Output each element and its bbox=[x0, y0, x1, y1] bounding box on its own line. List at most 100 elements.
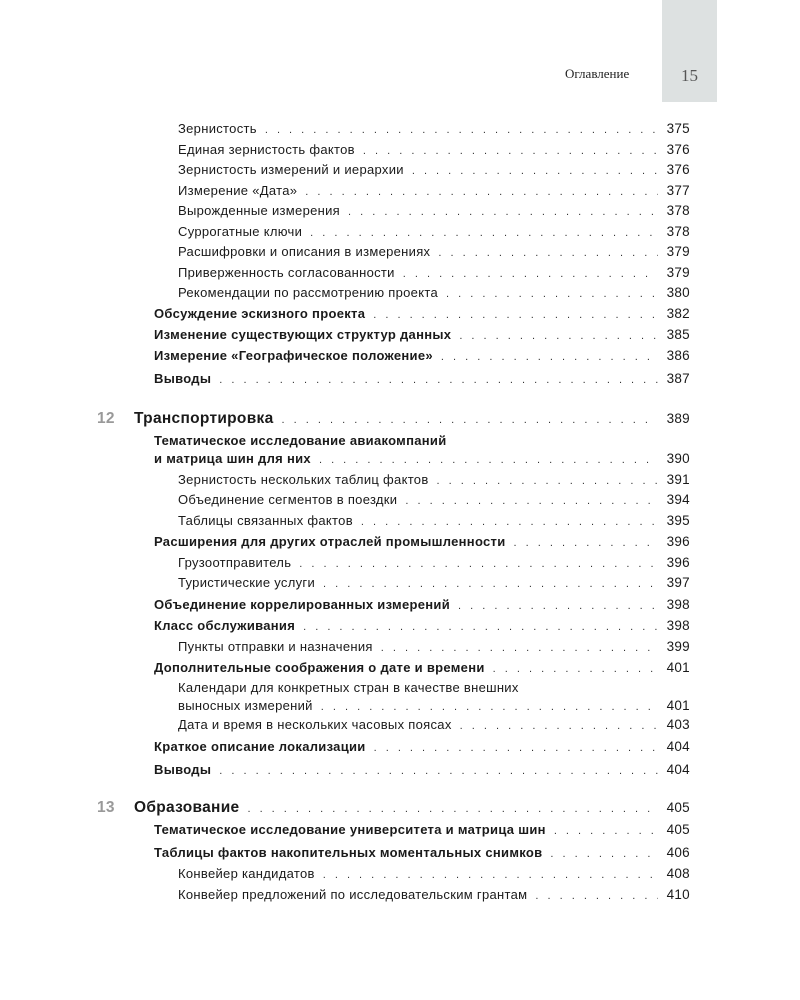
toc-entry[interactable]: Класс обслуживания . . . . . . . . . . . … bbox=[154, 617, 690, 636]
entry-title: Конвейер кандидатов bbox=[178, 866, 315, 881]
toc-entry[interactable]: Объединение сегментов в поездки . . . . .… bbox=[178, 491, 690, 510]
toc-entry[interactable]: Зернистость нескольких таблиц фактов . . … bbox=[178, 471, 690, 490]
entry-title: Зернистость bbox=[178, 121, 257, 136]
toc-entry[interactable]: Обсуждение эскизного проекта . . . . . . … bbox=[154, 305, 690, 324]
entry-page-number: 408 bbox=[666, 866, 690, 881]
toc-entry[interactable]: Единая зернистость фактов . . . . . . . .… bbox=[178, 141, 690, 160]
chapter-number: 13 bbox=[97, 799, 115, 816]
entry-title: Туристические услуги bbox=[178, 575, 316, 590]
toc-entry[interactable]: Календари для конкретных стран в качеств… bbox=[178, 680, 690, 716]
entry-title: Расширения для других отраслей промышлен… bbox=[154, 534, 506, 549]
dot-leader: . . . . . . . . . . . . . . . . . . . . … bbox=[348, 206, 658, 218]
entry-page-number: 376 bbox=[666, 142, 690, 157]
dot-leader: . . . . . . . . . . . . . . . . . . . . … bbox=[405, 495, 658, 507]
entry-title: Суррогатные ключи bbox=[178, 224, 303, 239]
dot-leader: . . . . . . . . . . . . . . . . . . . . … bbox=[513, 537, 658, 549]
toc-entry[interactable]: Конвейер кандидатов . . . . . . . . . . .… bbox=[178, 865, 690, 884]
toc-entry[interactable]: Расширения для других отраслей промышлен… bbox=[154, 533, 690, 552]
entry-page-number: 403 bbox=[666, 717, 690, 732]
dot-leader: . . . . . . . . . . . . . . . . . . . . … bbox=[310, 227, 658, 239]
entry-page-number: 399 bbox=[666, 639, 690, 654]
toc-entry[interactable]: Краткое описание локализации . . . . . . … bbox=[154, 738, 690, 757]
entry-title: Зернистость измерений и иерархии bbox=[178, 162, 404, 177]
toc-entry[interactable]: Таблицы связанных фактов . . . . . . . . … bbox=[178, 512, 690, 531]
dot-leader: . . . . . . . . . . . . . . . . . . . . … bbox=[553, 825, 658, 837]
toc-entry[interactable]: Измерение «Дата» . . . . . . . . . . . . … bbox=[178, 182, 690, 201]
dot-leader: . . . . . . . . . . . . . . . . . . . . … bbox=[264, 124, 658, 136]
entry-page-number: 398 bbox=[666, 597, 690, 612]
entry-title: Транспортировка bbox=[134, 410, 274, 427]
entry-page-number: 389 bbox=[666, 411, 690, 426]
entry-title: Таблицы фактов накопительных моментальны… bbox=[154, 845, 543, 860]
dot-leader: . . . . . . . . . . . . . . . . . . . . … bbox=[438, 247, 658, 259]
entry-page-number: 405 bbox=[666, 800, 690, 815]
entry-title: Краткое описание локализации bbox=[154, 739, 366, 754]
toc-entry[interactable]: Туристические услуги . . . . . . . . . . … bbox=[178, 574, 690, 593]
dot-leader: . . . . . . . . . . . . . . . . . . . . … bbox=[318, 454, 658, 466]
running-header-title: Оглавление bbox=[565, 66, 630, 81]
dot-leader: . . . . . . . . . . . . . . . . . . . . … bbox=[281, 414, 658, 426]
entry-title: Объединение коррелированных измерений bbox=[154, 597, 450, 612]
toc-entry[interactable]: Приверженность согласованности . . . . . … bbox=[178, 264, 690, 283]
entry-page-number: 404 bbox=[666, 762, 690, 777]
entry-title: Таблицы связанных фактов bbox=[178, 513, 353, 528]
toc-entry[interactable]: Рекомендации по рассмотрению проекта . . … bbox=[178, 284, 690, 303]
toc-entry[interactable]: Выводы . . . . . . . . . . . . . . . . . … bbox=[154, 370, 690, 389]
entry-title: Грузоотправитель bbox=[178, 555, 292, 570]
entry-title: Выводы bbox=[154, 371, 212, 386]
entry-page-number: 382 bbox=[666, 306, 690, 321]
dot-leader: . . . . . . . . . . . . . . . . . . . . … bbox=[320, 701, 658, 713]
entry-page-number: 378 bbox=[666, 224, 690, 239]
toc-entry[interactable]: Дата и время в нескольких часовых поясах… bbox=[178, 716, 690, 735]
toc-chapter[interactable]: 12 Транспортировка . . . . . . . . . . . .… bbox=[97, 410, 690, 429]
entry-page-number: 404 bbox=[666, 739, 690, 754]
entry-page-number: 385 bbox=[666, 327, 690, 342]
toc-entry[interactable]: Изменение существующих структур данных . … bbox=[154, 326, 690, 345]
entry-title-line1: Тематическое исследование авиакомпаний bbox=[154, 433, 447, 448]
dot-leader: . . . . . . . . . . . . . . . . . . . . … bbox=[436, 475, 658, 487]
dot-leader: . . . . . . . . . . . . . . . . . . . . … bbox=[247, 803, 658, 815]
entry-title: Изменение существующих структур данных bbox=[154, 327, 452, 342]
toc-entry[interactable]: Дополнительные соображения о дате и врем… bbox=[154, 659, 690, 678]
toc-entry[interactable]: Объединение коррелированных измерений . .… bbox=[154, 596, 690, 615]
toc-entry[interactable]: Тематическое исследование авиакомпаний и … bbox=[154, 433, 690, 469]
toc-entry[interactable]: Расшифровки и описания в измерениях . . .… bbox=[178, 243, 690, 262]
entry-page-number: 406 bbox=[666, 845, 690, 860]
toc-entry[interactable]: Зернистость . . . . . . . . . . . . . . .… bbox=[178, 120, 690, 139]
toc-entry[interactable]: Пункты отправки и назначения . . . . . . … bbox=[178, 638, 690, 657]
entry-page-number: 401 bbox=[666, 698, 690, 713]
toc-entry[interactable]: Конвейер предложений по исследовательски… bbox=[178, 886, 690, 905]
toc-entry[interactable]: Тематическое исследование университета и… bbox=[154, 821, 690, 840]
toc-entry[interactable]: Грузоотправитель . . . . . . . . . . . . … bbox=[178, 554, 690, 573]
dot-leader: . . . . . . . . . . . . . . . . . . . . … bbox=[380, 642, 658, 654]
toc-entry[interactable]: Измерение «Географическое положение» . . … bbox=[154, 347, 690, 366]
dot-leader: . . . . . . . . . . . . . . . . . . . . … bbox=[458, 600, 658, 612]
entry-title: Рекомендации по рассмотрению проекта bbox=[178, 285, 438, 300]
toc-entry[interactable]: Выводы . . . . . . . . . . . . . . . . . … bbox=[154, 761, 690, 780]
dot-leader: . . . . . . . . . . . . . . . . . . . . … bbox=[322, 869, 658, 881]
toc-chapter[interactable]: 13 Образование . . . . . . . . . . . . . .… bbox=[97, 799, 690, 818]
toc-entry[interactable]: Суррогатные ключи . . . . . . . . . . . .… bbox=[178, 223, 690, 242]
entry-page-number: 376 bbox=[666, 162, 690, 177]
dot-leader: . . . . . . . . . . . . . . . . . . . . … bbox=[440, 351, 658, 363]
entry-title: Класс обслуживания bbox=[154, 618, 296, 633]
toc-entry[interactable]: Таблицы фактов накопительных моментальны… bbox=[154, 844, 690, 863]
toc-entry[interactable]: Зернистость измерений и иерархии . . . . … bbox=[178, 161, 690, 180]
dot-leader: . . . . . . . . . . . . . . . . . . . . … bbox=[411, 165, 658, 177]
dot-leader: . . . . . . . . . . . . . . . . . . . . … bbox=[305, 186, 658, 198]
dot-leader: . . . . . . . . . . . . . . . . . . . . … bbox=[303, 621, 658, 633]
entry-title: Пункты отправки и назначения bbox=[178, 639, 373, 654]
entry-title: Конвейер предложений по исследовательски… bbox=[178, 887, 528, 902]
dot-leader: . . . . . . . . . . . . . . . . . . . . … bbox=[299, 558, 658, 570]
toc-entry[interactable]: Вырожденные измерения . . . . . . . . . .… bbox=[178, 202, 690, 221]
entry-title: Обсуждение эскизного проекта bbox=[154, 306, 366, 321]
entry-page-number: 380 bbox=[666, 285, 690, 300]
entry-page-number: 379 bbox=[666, 265, 690, 280]
entry-page-number: 396 bbox=[666, 555, 690, 570]
page-number-tab: 15 bbox=[662, 0, 717, 102]
dot-leader: . . . . . . . . . . . . . . . . . . . . … bbox=[492, 663, 658, 675]
dot-leader: . . . . . . . . . . . . . . . . . . . . … bbox=[373, 309, 658, 321]
entry-page-number: 398 bbox=[666, 618, 690, 633]
entry-title: выносных измерений bbox=[178, 698, 313, 713]
entry-page-number: 375 bbox=[666, 121, 690, 136]
